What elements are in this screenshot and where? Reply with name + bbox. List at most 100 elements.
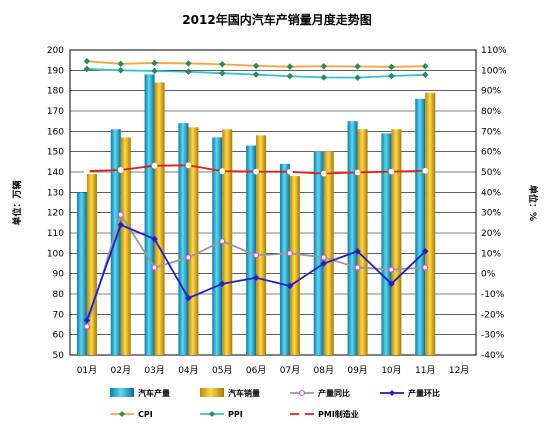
y2-tick-label: 0% [481,270,496,280]
point-marker [421,62,429,70]
point-marker [422,264,429,271]
x-tick-label: 09月 [347,365,367,376]
y-tick-label: 70 [53,310,65,320]
point-marker [320,254,327,261]
y2-tick-label: 70% [481,127,501,137]
legend-marker [119,411,125,417]
point-marker [218,280,226,288]
point-marker [388,280,395,288]
point-marker [83,317,91,324]
bar [279,163,290,355]
y-tick-label: 100 [47,249,64,259]
point-marker [117,66,125,74]
point-marker [185,162,192,169]
legend: 汽车产量 汽车销量 产量同比 产量环比 CPI PPI PMI制造业 [110,388,440,419]
point-marker [83,65,91,73]
point-marker [218,69,226,77]
point-marker [151,162,158,169]
bar [86,174,97,355]
point-marker [84,168,90,174]
y-tick-label: 60 [53,331,65,341]
legend-label: PMI制造业 [318,409,359,419]
point-marker [354,247,361,255]
point-marker [320,74,328,81]
point-marker [151,264,158,271]
bar [357,129,368,355]
plot-area [69,49,477,356]
legend-marker [389,390,395,396]
bar [391,129,402,355]
point-marker [354,264,361,271]
bar [154,82,165,356]
point-marker [151,59,158,67]
line-series [83,57,429,330]
legend-marker [299,390,305,396]
point-marker [422,167,429,174]
point-marker [252,274,260,282]
bar [246,145,257,355]
y-tick-label: 150 [47,148,64,158]
point-marker [117,167,124,173]
x-tick-label: 04月 [178,365,198,376]
y-tick-label: 190 [47,66,64,76]
point-marker [287,168,293,175]
bar [425,92,436,355]
y-tick-label: 180 [47,87,64,97]
bar [256,135,267,355]
y-tick-label: 130 [47,188,64,198]
y-tick-label: 140 [47,168,64,178]
point-marker [252,62,260,70]
legend-label: 汽车产量 [138,388,170,398]
y2-axis-label: 单位：% [527,185,539,221]
point-marker [252,71,260,78]
bar [120,137,131,355]
x-tick-label: 02月 [111,365,131,376]
point-marker [218,60,226,68]
point-marker [84,323,90,330]
point-marker [151,67,158,75]
x-tick-label: 07月 [280,365,300,376]
legend-swatch [200,388,224,397]
bar [415,98,426,356]
x-tick-label: 11月 [415,365,435,376]
y-axis-label: 单位：万辆 [11,180,23,225]
point-marker [286,282,294,290]
point-marker [320,260,328,267]
point-marker [354,63,361,70]
point-marker [388,266,395,273]
bar [144,74,155,356]
legend-label: 产量同比 [318,388,350,398]
y2-tick-label: 60% [481,148,501,158]
y2-tick-label: 80% [481,107,501,117]
bar [381,133,392,355]
y-tick-label: 110 [47,229,64,239]
x-tick-label: 08月 [314,365,334,376]
y2-tick-label: -10% [481,290,505,300]
x-tick-label: 01月 [77,365,97,376]
point-marker [219,168,226,175]
y-tick-label: 80 [53,290,65,300]
y2-tick-label: -30% [481,331,505,341]
y2-tick-label: 30% [481,209,501,219]
point-marker [320,62,328,70]
point-marker [117,211,124,218]
point-marker [388,63,395,71]
bar [178,123,189,355]
bar [289,176,300,355]
legend-marker [209,411,215,417]
right-axis-ticks: -40% -30% -20% -10% 0% 10% 20% 30% 40% 50% 60% 70% 8… [481,46,507,361]
point-marker [117,60,125,68]
point-marker [253,168,259,175]
y2-tick-label: -40% [481,351,505,361]
point-marker [287,250,293,257]
y2-tick-label: 40% [481,188,501,198]
point-marker [421,247,429,255]
y2-tick-label: 90% [481,87,501,97]
y2-tick-label: -20% [481,310,505,320]
gridlines [70,70,476,335]
y2-tick-label: 110% [481,46,507,56]
legend-label: 汽车销量 [228,388,260,398]
y-tick-label: 120 [47,209,64,219]
y-tick-label: 90 [53,270,65,280]
